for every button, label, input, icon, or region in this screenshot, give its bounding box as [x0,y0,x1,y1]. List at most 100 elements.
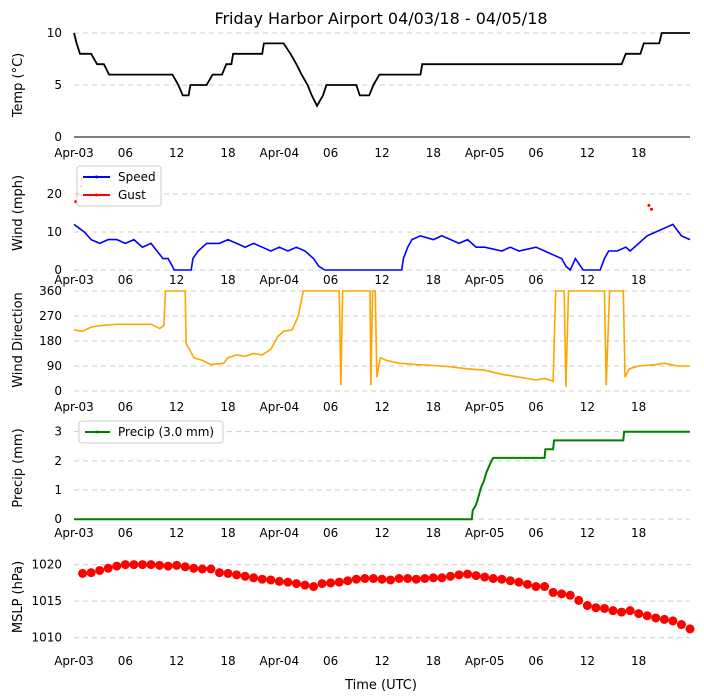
y-tick-label: 2 [54,454,62,468]
mslp-point [266,575,276,585]
legend-label-gust: Gust [118,188,146,202]
mslp-point [651,613,661,623]
mslp-point [377,574,387,584]
mslp-point [309,582,319,592]
wind-gust-point [647,203,651,207]
x-tick-label: 12 [580,526,595,540]
y-tick-label: 5 [54,78,62,92]
y-axis-label: MSLP (hPa) [11,561,26,633]
x-tick-label: Apr-04 [260,654,300,668]
y-tick-label: 1015 [31,594,62,608]
mslp-point [283,577,293,587]
mslp-point [172,560,182,570]
x-tick-label: 18 [631,654,646,668]
legend-label-speed: Speed [118,170,156,184]
wind-gust-point [74,200,78,204]
x-tick-label: Apr-05 [465,400,505,414]
x-tick-label: 18 [220,526,235,540]
x-tick-label: 06 [323,400,338,414]
mslp-point [522,579,532,589]
y-tick-label: 1020 [31,558,62,572]
x-tick-label: 18 [426,654,441,668]
x-tick-label: 18 [426,526,441,540]
mslp-point [625,606,635,616]
mslp-point [394,574,404,583]
mslp-point [411,574,421,584]
mslp-point [454,570,464,580]
mslp-point [386,575,396,585]
mslp-point [659,614,669,624]
x-tick-label: 18 [220,146,235,160]
wind-direction-line [73,290,690,387]
x-tick-label: Apr-03 [54,654,94,668]
mslp-point [471,571,481,581]
mslp-point [445,571,455,581]
mslp-point [146,560,156,570]
mslp-point [120,560,130,570]
mslp-point [112,561,122,571]
mslp-point [129,560,139,570]
x-tick-label: 18 [631,526,646,540]
y-axis-label: Precip (mm) [11,428,26,507]
mslp-point [463,569,473,579]
x-tick-label: Apr-04 [260,146,300,160]
mslp-point [103,563,113,573]
x-tick-label: 12 [169,273,184,287]
x-tick-label: 12 [580,654,595,668]
precip-line [74,430,690,521]
y-tick-label: 0 [54,263,62,277]
x-tick-label: 06 [323,146,338,160]
mslp-point [189,563,199,573]
x-tick-label: Apr-03 [54,526,94,540]
mslp-point [206,564,216,574]
mslp-point [668,616,678,626]
mslp-point [634,609,644,619]
mslp-point [685,624,695,634]
x-tick-label: 12 [169,146,184,160]
x-tick-label: 18 [426,146,441,160]
x-tick-label: Apr-05 [465,146,505,160]
y-tick-label: 10 [47,26,62,40]
mslp-point [642,611,652,621]
mslp-point [531,582,541,592]
x-tick-label: 18 [220,273,235,287]
mslp-point [95,565,105,575]
x-tick-label: 06 [118,400,133,414]
mslp-point [557,589,567,599]
mslp-point [514,577,524,587]
x-tick-label: 06 [323,273,338,287]
mslp-point [163,561,173,571]
legend-box [78,420,224,444]
x-tick-label: Apr-04 [260,400,300,414]
mslp-point [78,568,88,578]
x-tick-label: 06 [528,654,543,668]
mslp-point [343,576,353,586]
temperature-line [73,32,690,108]
mslp-point [599,603,609,613]
mslp-point [403,574,413,583]
mslp-point [197,564,207,574]
legend-marker-precip [96,430,99,434]
x-tick-label: 12 [580,273,595,287]
x-tick-label: 12 [374,273,389,287]
x-tick-label: 12 [374,654,389,668]
x-tick-label: 18 [220,654,235,668]
x-tick-label: 18 [631,273,646,287]
mslp-point [257,574,267,584]
mslp-point [488,574,498,583]
mslp-point [608,606,618,616]
y-tick-label: 10 [47,225,62,239]
y-tick-label: 0 [54,512,62,526]
x-tick-label: 06 [118,146,133,160]
x-tick-label: 12 [374,526,389,540]
mslp-point [505,576,515,586]
x-tick-label: Apr-05 [465,526,505,540]
y-tick-label: 3 [54,425,62,439]
mslp-point [574,595,584,605]
mslp-point [240,571,250,581]
x-tick-label: 12 [580,400,595,414]
mslp-point [137,560,147,570]
mslp-point [582,601,592,611]
x-tick-label: 18 [220,400,235,414]
legend-label-precip: Precip (3.0 mm) [118,425,214,439]
